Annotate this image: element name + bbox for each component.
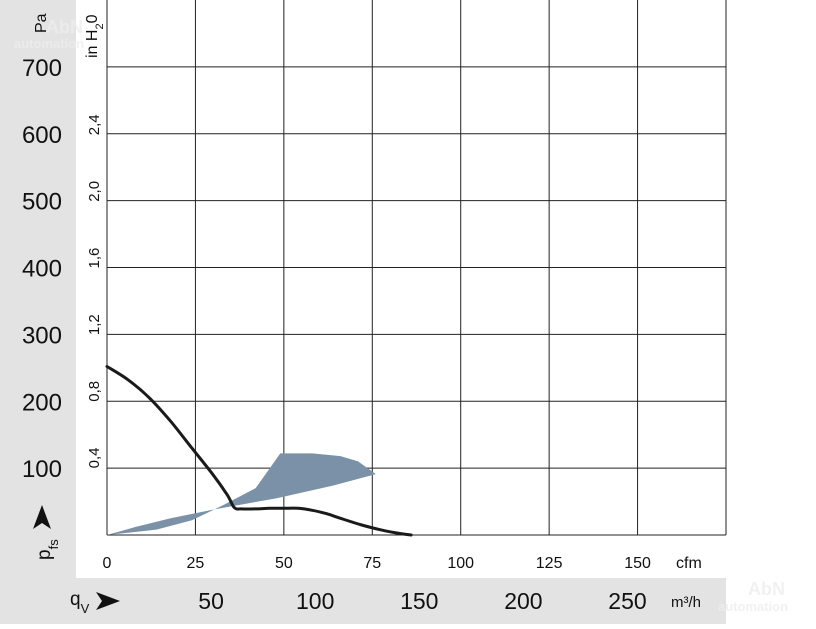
pressure-curve-line [105,365,413,537]
y-left-tick-label: 700 [22,55,62,82]
y-left-tick-label: 100 [22,456,62,483]
y-left-tick-label: 200 [22,389,62,416]
y-symbol-label: pfs [34,539,61,560]
watermark-top-line1: AbN [46,17,83,37]
y-left-tick-labels: 100 200 300 400 500 600 700 [22,55,62,483]
watermark-bottom-line2: automation [718,599,788,614]
y-right-tick-label: 1,6 [86,248,103,269]
x-arrow-icon [96,592,120,610]
y-right-unit-label: in H20 [84,14,106,58]
x-symbol-label: qV [70,589,90,616]
x-m3h-unit-label: m³/h [671,594,701,611]
x-m3h-tick-label: 100 [296,588,334,614]
x-m3h-tick-label: 200 [504,588,542,614]
x-m3h-tick-label: 250 [608,588,646,614]
y-right-tick-label: 0,8 [86,381,103,402]
y-left-tick-label: 500 [22,189,62,216]
y-right-tick-label: 2,0 [86,181,103,202]
bottom-axis-band [76,578,726,624]
y-left-tick-label: 400 [22,256,62,283]
left-axis-band [0,0,76,624]
y-right-tick-label: 1,2 [86,314,103,335]
x-cfm-tick-label: 150 [624,555,651,572]
plot-layer [105,365,413,537]
x-cfm-tick-label: 75 [363,555,381,572]
y-right-tick-labels: 0,4 0,8 1,2 1,6 2,0 2,4 [86,114,103,468]
x-cfm-tick-label: 25 [187,555,205,572]
x-cfm-tick-labels: 0 25 50 75 100 125 150 [103,555,651,572]
y-left-tick-label: 600 [22,122,62,149]
watermark-top-line2: automation [14,36,84,51]
y-right-tick-label: 2,4 [86,114,103,135]
x-cfm-unit-label: cfm [676,555,702,572]
grid [106,0,727,536]
x-m3h-tick-label: 150 [400,588,438,614]
x-cfm-tick-label: 125 [536,555,563,572]
x-cfm-tick-label: 100 [447,555,474,572]
y-left-tick-label: 300 [22,322,62,349]
operating-area [107,453,376,535]
x-m3h-tick-labels: 50 100 150 200 250 [198,588,646,614]
y-right-tick-label: 0,4 [86,448,103,469]
y-left-unit-label: Pa [33,13,50,33]
x-cfm-tick-label: 50 [275,555,293,572]
x-cfm-tick-label: 0 [103,555,112,572]
y-arrow-icon [33,505,51,529]
watermark-bottom-line1: AbN [748,579,785,599]
x-m3h-tick-label: 50 [198,588,224,614]
